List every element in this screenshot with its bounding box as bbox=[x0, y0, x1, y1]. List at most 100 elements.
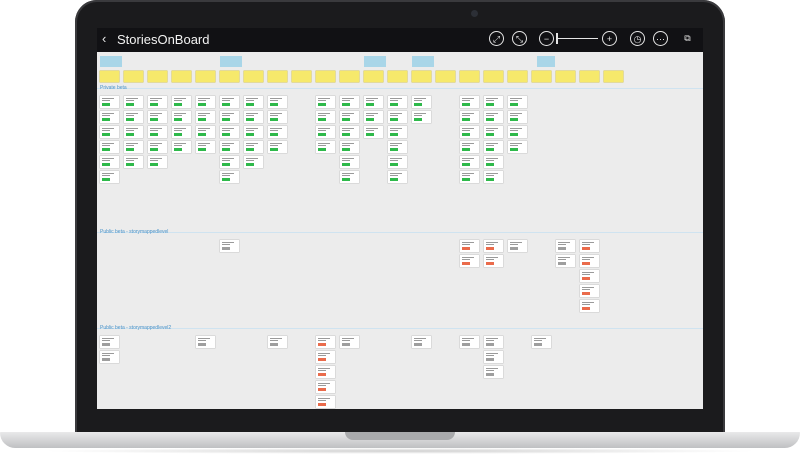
activity-card[interactable] bbox=[460, 71, 479, 82]
story-card[interactable] bbox=[124, 141, 143, 153]
story-card[interactable] bbox=[508, 126, 527, 138]
story-card[interactable] bbox=[148, 96, 167, 108]
story-card[interactable] bbox=[532, 336, 551, 348]
story-card[interactable] bbox=[460, 126, 479, 138]
story-card[interactable] bbox=[580, 240, 599, 252]
story-card[interactable] bbox=[316, 96, 335, 108]
zoom-in-icon[interactable]: + bbox=[602, 31, 617, 46]
activity-card[interactable] bbox=[604, 71, 623, 82]
story-card[interactable] bbox=[508, 240, 527, 252]
story-card[interactable] bbox=[316, 336, 335, 348]
story-card[interactable] bbox=[220, 240, 239, 252]
story-card[interactable] bbox=[100, 336, 119, 348]
fullscreen-icon[interactable]: ⧉ bbox=[684, 33, 691, 43]
activity-card[interactable] bbox=[580, 71, 599, 82]
story-card[interactable] bbox=[316, 126, 335, 138]
story-card[interactable] bbox=[124, 111, 143, 123]
release-label[interactable]: Public beta - storymappedlevel2 bbox=[100, 325, 172, 331]
epic-card[interactable] bbox=[364, 56, 386, 67]
story-card[interactable] bbox=[412, 336, 431, 348]
story-card[interactable] bbox=[388, 141, 407, 153]
story-card[interactable] bbox=[220, 171, 239, 183]
story-card[interactable] bbox=[172, 96, 191, 108]
story-card[interactable] bbox=[316, 396, 335, 408]
story-card[interactable] bbox=[460, 156, 479, 168]
story-card[interactable] bbox=[196, 336, 215, 348]
story-card[interactable] bbox=[172, 111, 191, 123]
story-card[interactable] bbox=[244, 141, 263, 153]
back-arrow-icon[interactable]: ‹ bbox=[102, 31, 107, 46]
story-card[interactable] bbox=[100, 156, 119, 168]
activity-card[interactable] bbox=[532, 71, 551, 82]
activity-card[interactable] bbox=[268, 71, 287, 82]
story-card[interactable] bbox=[388, 126, 407, 138]
story-card[interactable] bbox=[340, 156, 359, 168]
story-card[interactable] bbox=[100, 96, 119, 108]
story-card[interactable] bbox=[100, 351, 119, 363]
story-card[interactable] bbox=[556, 240, 575, 252]
activity-card[interactable] bbox=[172, 71, 191, 82]
epic-card[interactable] bbox=[100, 56, 122, 67]
story-card[interactable] bbox=[196, 126, 215, 138]
story-card[interactable] bbox=[100, 126, 119, 138]
story-card[interactable] bbox=[220, 111, 239, 123]
release-label[interactable]: Private beta bbox=[100, 85, 127, 91]
story-card[interactable] bbox=[148, 156, 167, 168]
story-card[interactable] bbox=[484, 96, 503, 108]
story-card[interactable] bbox=[580, 255, 599, 267]
story-card[interactable] bbox=[148, 126, 167, 138]
story-card[interactable] bbox=[364, 111, 383, 123]
expand-icon[interactable]: ⤡ bbox=[512, 31, 527, 46]
activity-card[interactable] bbox=[292, 71, 311, 82]
story-card[interactable] bbox=[508, 111, 527, 123]
story-card[interactable] bbox=[364, 96, 383, 108]
activity-card[interactable] bbox=[484, 71, 503, 82]
activity-card[interactable] bbox=[364, 71, 383, 82]
story-card[interactable] bbox=[388, 96, 407, 108]
story-card[interactable] bbox=[460, 336, 479, 348]
story-card[interactable] bbox=[268, 111, 287, 123]
activity-card[interactable] bbox=[316, 71, 335, 82]
release-label[interactable]: Public beta - storymappedlevel bbox=[100, 229, 169, 235]
story-card[interactable] bbox=[388, 111, 407, 123]
story-card[interactable] bbox=[460, 96, 479, 108]
story-card[interactable] bbox=[412, 96, 431, 108]
story-card[interactable] bbox=[484, 156, 503, 168]
story-card[interactable] bbox=[124, 126, 143, 138]
story-card[interactable] bbox=[268, 126, 287, 138]
story-card[interactable] bbox=[268, 141, 287, 153]
story-card[interactable] bbox=[244, 111, 263, 123]
story-card[interactable] bbox=[484, 336, 503, 348]
story-card[interactable] bbox=[148, 141, 167, 153]
story-card[interactable] bbox=[196, 111, 215, 123]
story-card[interactable] bbox=[220, 156, 239, 168]
story-card[interactable] bbox=[484, 141, 503, 153]
story-card[interactable] bbox=[580, 270, 599, 282]
story-card[interactable] bbox=[316, 111, 335, 123]
story-card[interactable] bbox=[580, 285, 599, 297]
story-card[interactable] bbox=[364, 126, 383, 138]
story-card[interactable] bbox=[124, 96, 143, 108]
activity-card[interactable] bbox=[124, 71, 143, 82]
story-card[interactable] bbox=[196, 96, 215, 108]
story-card[interactable] bbox=[508, 141, 527, 153]
history-icon[interactable]: ◷ bbox=[630, 31, 645, 46]
story-card[interactable] bbox=[340, 171, 359, 183]
story-card[interactable] bbox=[340, 141, 359, 153]
story-card[interactable] bbox=[220, 126, 239, 138]
activity-card[interactable] bbox=[388, 71, 407, 82]
activity-card[interactable] bbox=[148, 71, 167, 82]
story-card[interactable] bbox=[484, 171, 503, 183]
story-card[interactable] bbox=[316, 366, 335, 378]
story-card[interactable] bbox=[316, 381, 335, 393]
story-card[interactable] bbox=[172, 141, 191, 153]
zoom-slider-thumb[interactable] bbox=[556, 33, 558, 44]
story-card[interactable] bbox=[580, 300, 599, 312]
story-card[interactable] bbox=[484, 126, 503, 138]
story-card[interactable] bbox=[268, 96, 287, 108]
story-map-board[interactable]: Private beta Public beta - storymappedle… bbox=[97, 52, 703, 409]
story-card[interactable] bbox=[484, 111, 503, 123]
zoom-slider-track[interactable] bbox=[556, 38, 598, 39]
more-icon[interactable]: ⋯ bbox=[653, 31, 668, 46]
story-card[interactable] bbox=[268, 336, 287, 348]
